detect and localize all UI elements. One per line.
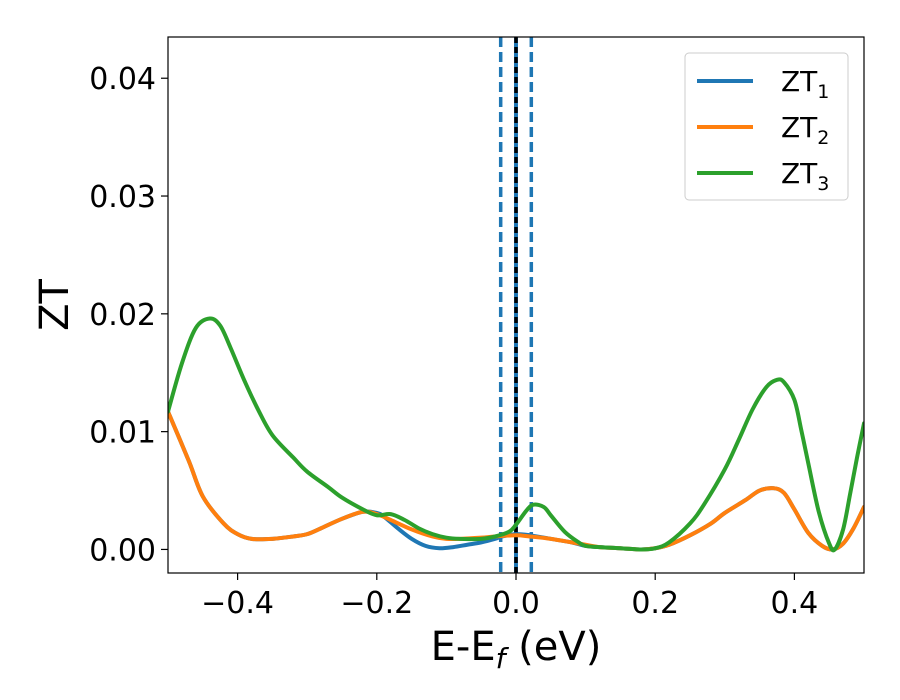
legend-label-subscript: 1	[817, 81, 829, 103]
x-axis-label-main: E-E	[431, 624, 496, 670]
series-line-zt2	[168, 409, 864, 552]
legend-label-zt3: ZT3	[781, 157, 829, 195]
x-axis-label-unit: (eV)	[505, 624, 601, 670]
x-tick-label: −0.4	[201, 586, 274, 621]
y-tick-label: 0.00	[89, 533, 156, 568]
y-axis-label: ZT	[32, 279, 78, 331]
y-tick-label: 0.02	[89, 298, 156, 333]
x-tick-label: 0.2	[631, 586, 679, 621]
legend-label-subscript: 2	[817, 127, 829, 149]
y-axis-ticks: 0.00 0.01 0.02 0.03 0.04	[89, 62, 168, 568]
y-tick-label: 0.04	[89, 62, 156, 97]
legend-label-main: ZT	[781, 111, 818, 144]
series-layer	[168, 316, 864, 553]
x-tick-label: −0.2	[340, 586, 413, 621]
legend-label-main: ZT	[781, 157, 818, 190]
legend-label-main: ZT	[781, 65, 818, 98]
reference-lines	[498, 37, 534, 573]
legend-label-subscript: 3	[817, 173, 829, 195]
x-tick-label: 0.4	[771, 586, 819, 621]
y-tick-label: 0.01	[89, 416, 156, 451]
legend-box	[684, 52, 849, 201]
x-axis-ticks: −0.4 −0.2 0.0 0.2 0.4	[201, 573, 818, 621]
legend-label-zt2: ZT2	[781, 111, 829, 149]
series-line-zt3	[168, 316, 864, 553]
y-tick-label: 0.03	[89, 180, 156, 215]
x-tick-label: 0.0	[492, 586, 540, 621]
legend-label-zt1: ZT1	[781, 65, 829, 103]
x-axis-label: E-Ef (eV)	[431, 624, 602, 675]
